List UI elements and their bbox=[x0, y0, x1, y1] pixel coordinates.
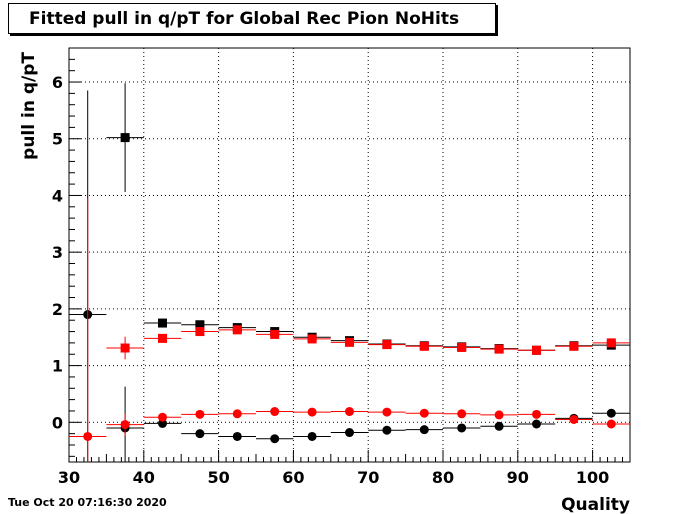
data-point-circle bbox=[532, 409, 541, 419]
data-point-square bbox=[232, 325, 242, 335]
data-point-circle bbox=[345, 428, 354, 438]
data-point-circle bbox=[419, 408, 429, 418]
data-point-square bbox=[494, 344, 504, 354]
data-point-circle bbox=[606, 419, 616, 429]
data-point-square bbox=[120, 133, 130, 143]
y-tick-label: 1 bbox=[52, 357, 63, 376]
data-point-square bbox=[270, 329, 280, 339]
data-point-circle bbox=[345, 407, 354, 417]
chart-title: Fitted pull in q/pT for Global Rec Pion … bbox=[29, 8, 460, 29]
x-tick-label: 30 bbox=[58, 468, 80, 487]
x-tick-label: 60 bbox=[282, 468, 304, 487]
x-axis-label: Quality bbox=[561, 495, 630, 514]
data-point-circle bbox=[494, 421, 504, 431]
data-point-circle bbox=[382, 407, 392, 417]
data-point-square bbox=[345, 337, 354, 347]
y-axis-label: pull in q/pT bbox=[19, 52, 39, 160]
data-point-circle bbox=[494, 410, 504, 420]
data-point-square bbox=[158, 318, 167, 328]
data-point-circle bbox=[232, 409, 242, 419]
data-point-circle bbox=[270, 407, 280, 417]
data-point-square bbox=[382, 340, 392, 350]
y-tick-label: 0 bbox=[52, 413, 63, 432]
y-tick-label: 5 bbox=[52, 130, 63, 149]
x-tick-label: 70 bbox=[357, 468, 379, 487]
data-point-square bbox=[120, 343, 130, 353]
data-point-square bbox=[606, 338, 616, 348]
data-point-square bbox=[569, 341, 579, 351]
timestamp: Tue Oct 20 07:16:30 2020 bbox=[8, 496, 167, 509]
x-tick-label: 80 bbox=[432, 468, 454, 487]
data-point-circle bbox=[83, 431, 93, 441]
axes: 30 40 50 60 70 80 90 100 0 1 2 3 4 5 6 bbox=[52, 47, 631, 487]
chart-title-box: Fitted pull in q/pT for Global Rec Pion … bbox=[8, 3, 496, 34]
data-point-circle bbox=[158, 418, 167, 428]
data-point-square bbox=[532, 345, 541, 355]
x-tick-label: 100 bbox=[576, 468, 609, 487]
data-points bbox=[69, 83, 630, 462]
data-point-circle bbox=[532, 419, 541, 429]
y-tick-label: 6 bbox=[52, 73, 63, 92]
data-point-circle bbox=[232, 431, 242, 441]
data-point-circle bbox=[195, 429, 205, 439]
grid bbox=[69, 48, 630, 462]
data-point-square bbox=[158, 333, 167, 343]
data-point-circle bbox=[120, 420, 130, 430]
y-tick-label: 2 bbox=[52, 300, 63, 319]
data-point-circle bbox=[270, 434, 280, 444]
data-point-circle bbox=[195, 409, 205, 419]
data-point-circle bbox=[419, 425, 429, 435]
data-point-square bbox=[419, 341, 429, 351]
plot-frame bbox=[68, 47, 631, 463]
data-point-circle bbox=[457, 409, 467, 419]
data-point-square bbox=[195, 327, 205, 337]
data-point-circle bbox=[382, 425, 392, 435]
data-point-circle bbox=[307, 431, 317, 441]
x-tick-label: 90 bbox=[507, 468, 529, 487]
data-point-square bbox=[195, 320, 205, 330]
data-point-circle bbox=[569, 414, 579, 424]
data-point-circle bbox=[457, 423, 467, 433]
y-tick-label: 3 bbox=[52, 243, 63, 262]
data-point-square bbox=[307, 334, 317, 344]
x-tick-label: 50 bbox=[207, 468, 229, 487]
y-tick-label: 4 bbox=[52, 186, 63, 205]
x-tick-label: 40 bbox=[133, 468, 155, 487]
data-point-circle bbox=[606, 408, 616, 418]
data-point-circle bbox=[307, 407, 317, 417]
data-point-circle bbox=[158, 412, 167, 422]
data-point-square bbox=[457, 342, 467, 352]
